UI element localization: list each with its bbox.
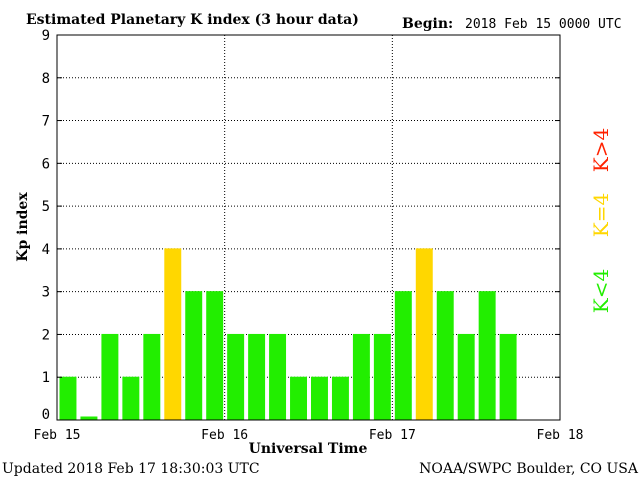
y-tick-label: 5	[42, 199, 50, 215]
grid-lines	[57, 34, 560, 420]
kp-bar	[352, 333, 370, 421]
updated-timestamp: Updated 2018 Feb 17 18:30:03 UTC	[2, 461, 260, 477]
kp-bar	[457, 333, 475, 421]
y-tick-label: 7	[42, 114, 50, 130]
x-tick-labels: Feb 15 Feb 16 Feb 17 Feb 18	[34, 428, 584, 443]
kp-bar	[248, 333, 266, 421]
kp-bar	[101, 333, 119, 421]
y-tick-labels: 0 1 2 3 4 5 6 7 8 9	[42, 28, 560, 423]
kp-bar	[415, 248, 433, 421]
kp-bar	[436, 291, 454, 421]
kp-bar	[373, 333, 391, 421]
y-tick-label: 9	[42, 28, 50, 44]
legend-k-above-4: K>4	[589, 128, 613, 172]
kp-bar	[331, 376, 349, 421]
kp-bar	[269, 333, 287, 421]
kp-bar	[394, 291, 412, 421]
kp-bar	[164, 248, 182, 421]
kp-bar	[122, 376, 140, 421]
begin-value: 2018 Feb 15 0000 UTC	[465, 17, 622, 32]
kp-bar	[311, 376, 328, 421]
y-axis-label: Kp index	[15, 192, 31, 262]
kp-bar	[499, 333, 517, 421]
kp-bar	[143, 333, 161, 421]
kp-bar	[206, 291, 224, 421]
legend-k-below-4: K<4	[589, 269, 613, 313]
x-tick-label: Feb 15	[34, 428, 81, 443]
x-axis-label: Universal Time	[249, 441, 368, 457]
kp-bar	[478, 291, 496, 421]
y-tick-label: 6	[42, 156, 50, 172]
y-tick-label: 8	[42, 71, 50, 87]
credit-text: NOAA/SWPC Boulder, CO USA	[419, 461, 639, 477]
legend-k-equal-4: K=4	[589, 193, 613, 237]
begin-label: Begin:	[402, 16, 453, 32]
x-tick-label: Feb 16	[201, 428, 248, 443]
plot-frame	[56, 34, 561, 421]
x-tick-label: Feb 18	[537, 428, 584, 443]
y-tick-label: 4	[42, 242, 50, 258]
y-tick-label: 1	[42, 370, 50, 386]
kp-bar	[290, 376, 307, 421]
kp-bar	[59, 376, 77, 421]
kp-bar	[185, 291, 203, 421]
y-tick-label: 3	[42, 285, 50, 301]
kp-bar	[227, 333, 245, 421]
y-tick-label: 2	[42, 327, 50, 343]
bars	[59, 248, 517, 421]
chart-title: Estimated Planetary K index (3 hour data…	[26, 12, 359, 28]
x-tick-label: Feb 17	[369, 428, 416, 443]
y-tick-label: 0	[42, 407, 50, 423]
